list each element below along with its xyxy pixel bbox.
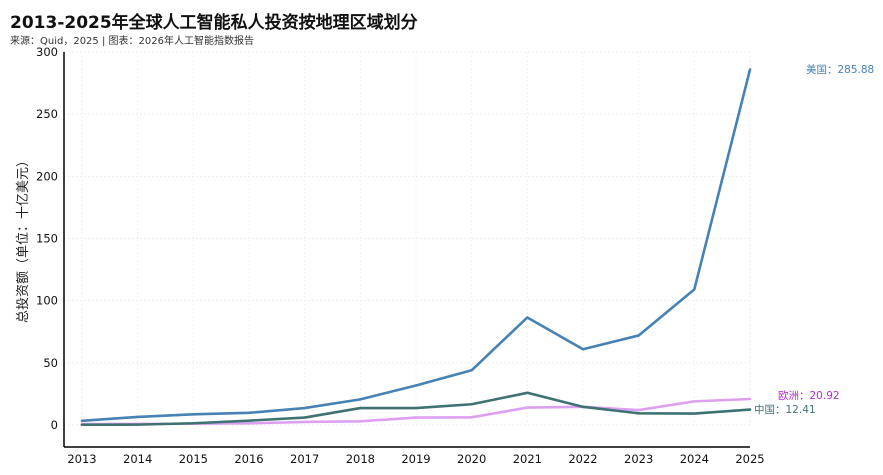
data-point (303, 406, 306, 410)
y-axis-label: 总投资额（单位：十亿美元） (15, 154, 31, 323)
data-point (526, 406, 529, 409)
data-point (80, 423, 84, 426)
data-point (303, 416, 306, 419)
data-point (526, 391, 529, 394)
x-tick-label: 2017 (290, 452, 319, 466)
data-point (136, 423, 139, 426)
x-tick-label: 2016 (234, 452, 263, 466)
y-tick-label: 250 (36, 107, 58, 121)
x-tick-label: 2024 (680, 452, 709, 466)
data-point (303, 420, 306, 424)
data-point (247, 411, 251, 415)
data-point (748, 397, 752, 401)
data-point (470, 369, 473, 372)
chart-title: 2013-2025年全球人工智能私人投资按地理区域划分 (10, 13, 418, 33)
data-point (359, 398, 362, 401)
x-tick-label: 2018 (346, 452, 375, 466)
data-point (693, 400, 696, 403)
data-point (359, 406, 362, 410)
series-end-label: 欧洲：20.92 (778, 390, 840, 402)
data-point (136, 415, 139, 419)
data-point (359, 420, 362, 423)
data-point (192, 413, 195, 416)
y-tick-label: 150 (36, 232, 58, 246)
y-tick-label: 0 (51, 418, 58, 432)
data-point (414, 416, 418, 419)
x-tick-label: 2022 (568, 452, 597, 466)
series-end-label: 美国：285.88 (806, 63, 874, 76)
data-point (80, 419, 84, 422)
data-point (637, 412, 640, 415)
data-point (414, 384, 418, 387)
y-tick-label: 100 (36, 294, 58, 308)
data-point (637, 408, 640, 412)
data-point (693, 288, 696, 291)
data-point (526, 316, 529, 319)
x-tick-label: 2015 (179, 452, 208, 466)
x-tick-label: 2019 (401, 452, 430, 466)
x-tick-label: 2014 (123, 452, 152, 466)
x-tick-label: 2025 (735, 452, 764, 466)
data-point (247, 422, 251, 425)
x-tick-label: 2013 (67, 452, 96, 466)
y-tick-label: 50 (43, 356, 58, 370)
y-tick-label: 200 (36, 169, 58, 183)
data-point (192, 422, 195, 425)
x-tick-label: 2023 (624, 452, 653, 466)
data-point (247, 419, 251, 422)
series-end-label: 中国：12.41 (754, 403, 816, 416)
chart-subtitle: 来源：Quid，2025 | 图表：2026年人工智能指数报告 (10, 36, 254, 47)
data-point (637, 334, 640, 337)
data-point (470, 416, 473, 419)
x-tick-label: 2021 (513, 452, 542, 466)
data-point (414, 406, 418, 410)
x-tick-label: 2020 (457, 452, 486, 466)
data-point (581, 405, 585, 409)
data-point (470, 403, 473, 406)
data-point (748, 408, 752, 411)
data-point (581, 348, 585, 351)
y-tick-label: 300 (36, 45, 58, 59)
data-point (748, 68, 752, 71)
data-point (693, 412, 696, 415)
